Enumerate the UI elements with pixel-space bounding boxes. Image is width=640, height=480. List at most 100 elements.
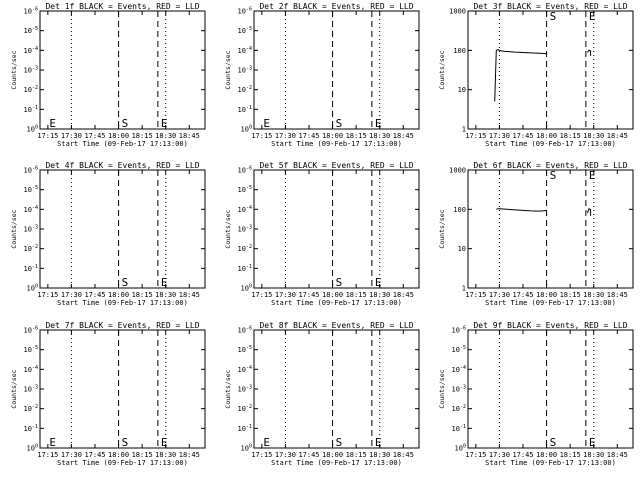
y-tick-label: 100 bbox=[453, 206, 466, 214]
x-tick-label: 17:30 bbox=[489, 132, 510, 140]
x-tick-label: 18:15 bbox=[346, 451, 367, 459]
plot-frame bbox=[467, 329, 634, 449]
x-tick-label: 17:15 bbox=[465, 132, 486, 140]
panel-title: Det 1f BLACK = Events, RED = LLD bbox=[45, 2, 199, 11]
marker-s: S bbox=[550, 169, 557, 182]
plot-frame bbox=[467, 169, 634, 289]
x-tick-label: 18:15 bbox=[560, 451, 581, 459]
x-tick-label: 17:15 bbox=[37, 451, 58, 459]
marker-e: E bbox=[263, 436, 270, 449]
x-tick-label: 18:15 bbox=[346, 132, 367, 140]
marker-s: S bbox=[336, 117, 343, 130]
y-tick-label: 10-3 bbox=[24, 66, 38, 75]
y-tick-label: 100 bbox=[27, 125, 38, 134]
x-tick-label: 18:45 bbox=[179, 132, 200, 140]
x-tick-label: 18:30 bbox=[369, 451, 390, 459]
x-axis-label: Start Time (09-Feb-17 17:13:00) bbox=[57, 299, 188, 307]
x-tick-label: 18:45 bbox=[179, 451, 200, 459]
x-tick-label: 18:45 bbox=[607, 451, 628, 459]
x-axis-label: Start Time (09-Feb-17 17:13:00) bbox=[485, 459, 616, 467]
y-tick-label: 100 bbox=[27, 444, 38, 453]
events-series-line bbox=[586, 49, 592, 56]
y-tick-label: 10-6 bbox=[24, 326, 38, 335]
x-tick-label: 18:30 bbox=[583, 451, 604, 459]
y-tick-label: 10-4 bbox=[238, 365, 252, 374]
marker-s: S bbox=[336, 436, 343, 449]
x-tick-label: 17:30 bbox=[275, 451, 296, 459]
panel-title: Det 8f BLACK = Events, RED = LLD bbox=[259, 321, 413, 330]
y-tick-label: 10-3 bbox=[238, 225, 252, 234]
x-tick-label: 18:00 bbox=[108, 451, 129, 459]
x-tick-label: 18:00 bbox=[322, 132, 343, 140]
y-tick-label: 10-6 bbox=[452, 326, 466, 335]
marker-e: E bbox=[375, 117, 382, 130]
x-axis-label: Start Time (09-Feb-17 17:13:00) bbox=[485, 299, 616, 307]
x-axis-label: Start Time (09-Feb-17 17:13:00) bbox=[57, 459, 188, 467]
x-tick-label: 18:00 bbox=[536, 132, 557, 140]
y-tick-label: 10-6 bbox=[238, 7, 252, 16]
y-tick-label: 10-5 bbox=[238, 345, 252, 354]
marker-s: S bbox=[550, 10, 557, 23]
y-tick-label: 10-4 bbox=[24, 46, 38, 55]
x-tick-label: 17:45 bbox=[84, 291, 105, 299]
marker-s: S bbox=[122, 436, 129, 449]
y-tick-label: 100 bbox=[27, 284, 38, 293]
y-tick-label: 100 bbox=[241, 444, 252, 453]
x-tick-label: 18:30 bbox=[583, 291, 604, 299]
y-tick-label: 10-1 bbox=[238, 424, 252, 433]
x-tick-label: 18:45 bbox=[393, 451, 414, 459]
x-tick-label: 17:30 bbox=[489, 451, 510, 459]
x-tick-label: 18:00 bbox=[536, 451, 557, 459]
y-tick-label: 10-3 bbox=[238, 385, 252, 394]
y-tick-label: 10-3 bbox=[452, 385, 466, 394]
y-tick-label: 10-4 bbox=[238, 205, 252, 214]
plot-frame bbox=[39, 10, 206, 130]
x-tick-label: 17:15 bbox=[37, 291, 58, 299]
y-tick-label: 10-5 bbox=[24, 345, 38, 354]
y-tick-label: 10-4 bbox=[452, 365, 466, 374]
x-tick-label: 18:30 bbox=[369, 132, 390, 140]
y-tick-label: 10-4 bbox=[24, 205, 38, 214]
x-axis-label: Start Time (09-Feb-17 17:13:00) bbox=[271, 299, 402, 307]
y-tick-label: 10-2 bbox=[452, 404, 466, 413]
y-tick-label: 10-3 bbox=[24, 385, 38, 394]
x-tick-label: 18:30 bbox=[155, 451, 176, 459]
marker-e: E bbox=[263, 117, 270, 130]
x-tick-label: 17:45 bbox=[512, 451, 533, 459]
x-tick-label: 18:15 bbox=[132, 132, 153, 140]
y-axis-label: Counts/sec bbox=[224, 50, 232, 89]
y-tick-label: 10-2 bbox=[24, 404, 38, 413]
y-tick-label: 10-5 bbox=[24, 26, 38, 35]
panel-title: Det 9f BLACK = Events, RED = LLD bbox=[473, 321, 627, 330]
x-tick-label: 17:30 bbox=[61, 132, 82, 140]
y-tick-label: 10-4 bbox=[24, 365, 38, 374]
y-tick-label: 10 bbox=[458, 245, 466, 253]
y-tick-label: 100 bbox=[453, 47, 466, 55]
marker-e: E bbox=[49, 117, 56, 130]
x-axis-label: Start Time (09-Feb-17 17:13:00) bbox=[271, 459, 402, 467]
panel-title: Det 2f BLACK = Events, RED = LLD bbox=[259, 2, 413, 11]
x-tick-label: 17:45 bbox=[298, 451, 319, 459]
x-tick-label: 18:45 bbox=[179, 291, 200, 299]
x-tick-label: 18:45 bbox=[393, 132, 414, 140]
panel-title: Det 4f BLACK = Events, RED = LLD bbox=[45, 161, 199, 170]
y-tick-label: 10-6 bbox=[238, 166, 252, 175]
x-tick-label: 18:00 bbox=[108, 132, 129, 140]
y-tick-label: 10-2 bbox=[24, 244, 38, 253]
marker-s: S bbox=[122, 276, 129, 289]
marker-s: S bbox=[336, 276, 343, 289]
x-tick-label: 18:30 bbox=[155, 291, 176, 299]
y-axis-label: Counts/sec bbox=[10, 209, 18, 248]
y-axis-label: Counts/sec bbox=[438, 50, 446, 89]
x-tick-label: 18:30 bbox=[583, 132, 604, 140]
marker-e: E bbox=[375, 436, 382, 449]
x-tick-label: 17:45 bbox=[298, 132, 319, 140]
y-tick-label: 10-2 bbox=[238, 85, 252, 94]
y-tick-label: 10 bbox=[458, 86, 466, 94]
plot-frame bbox=[39, 329, 206, 449]
x-tick-label: 17:30 bbox=[275, 132, 296, 140]
